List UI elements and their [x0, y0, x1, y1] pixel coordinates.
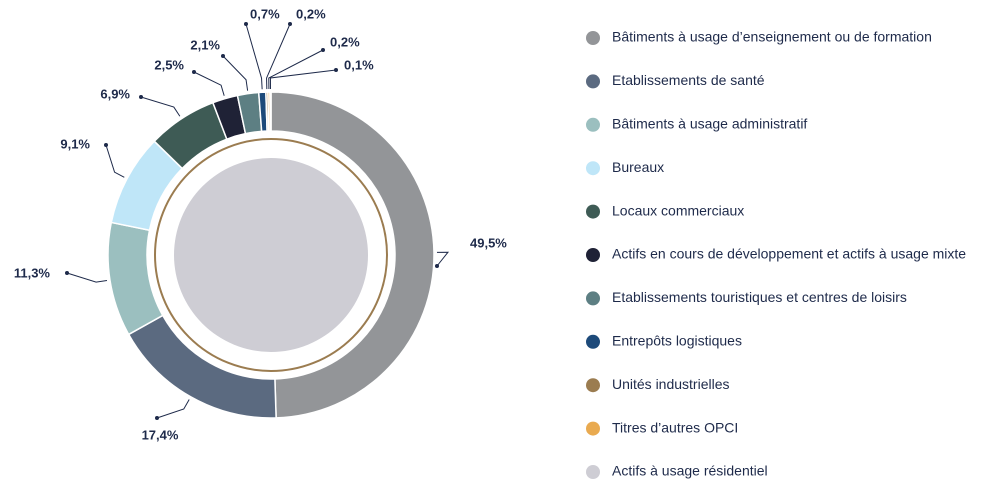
leader-dot	[192, 70, 196, 74]
leader-line	[105, 144, 125, 178]
leader-line	[269, 69, 337, 90]
leader-dot	[155, 416, 159, 420]
leader-dot	[221, 54, 225, 58]
legend-swatch	[586, 334, 600, 349]
legend-swatch	[586, 378, 600, 393]
value-label: 0,2%	[330, 34, 360, 49]
leader-line	[266, 23, 291, 90]
leader-dot	[244, 22, 248, 26]
leader-line	[268, 49, 324, 90]
value-label: 0,7%	[250, 6, 280, 21]
legend-swatch	[586, 291, 600, 306]
value-label: 9,1%	[60, 136, 90, 151]
leader-dot	[435, 264, 439, 268]
legend-label: Bureaux	[612, 159, 664, 175]
legend-label: Bâtiments à usage d’enseignement ou de f…	[612, 29, 932, 45]
leader-dot	[334, 68, 338, 72]
legend-label: Titres d’autres OPCI	[612, 419, 738, 435]
leader-dot	[321, 48, 325, 52]
value-label: 6,9%	[100, 86, 130, 101]
legend-swatch	[586, 248, 600, 262]
leader-dot	[139, 95, 143, 99]
value-label: 11,3%	[14, 265, 51, 280]
legend-label: Entrepôts logistiques	[612, 333, 742, 349]
leader-line	[436, 251, 450, 267]
inner-disk	[174, 158, 368, 352]
legend-swatch	[586, 161, 600, 176]
legend-label: Actifs à usage résidentiel	[612, 463, 768, 479]
donut-slice	[270, 91, 435, 419]
legend-swatch	[586, 465, 600, 479]
legend-swatch	[586, 117, 600, 132]
value-label: 17,4%	[142, 427, 179, 442]
legend-swatch	[586, 31, 600, 45]
value-label: 49,5%	[470, 235, 507, 250]
legend-swatch	[586, 204, 600, 219]
leader-line	[193, 71, 225, 96]
inner-ring	[154, 138, 388, 372]
leader-line	[222, 55, 249, 91]
value-label: 0,2%	[296, 6, 326, 21]
leader-line	[245, 23, 263, 90]
leader-dot	[104, 143, 108, 147]
leader-line	[140, 96, 181, 117]
donut-slice	[107, 221, 164, 336]
legend-label: Etablissements touristiques et centres d…	[612, 289, 907, 305]
leader-dot	[65, 271, 69, 275]
value-label: 2,5%	[154, 57, 184, 72]
value-label: 0,1%	[344, 57, 374, 72]
legend-swatch	[586, 74, 600, 89]
legend-label: Bâtiments à usage administratif	[612, 116, 807, 132]
leader-line	[66, 272, 108, 283]
value-label: 2,1%	[190, 37, 220, 52]
legend-label: Etablissements de santé	[612, 72, 765, 88]
legend-label: Actifs en cours de développement et acti…	[612, 246, 966, 262]
leader-line	[156, 399, 190, 419]
legend-swatch	[586, 421, 600, 436]
donut-slice	[269, 91, 272, 132]
legend-label: Locaux commerciaux	[612, 202, 744, 218]
legend-label: Unités industrielles	[612, 376, 730, 392]
leader-dot	[288, 22, 292, 26]
